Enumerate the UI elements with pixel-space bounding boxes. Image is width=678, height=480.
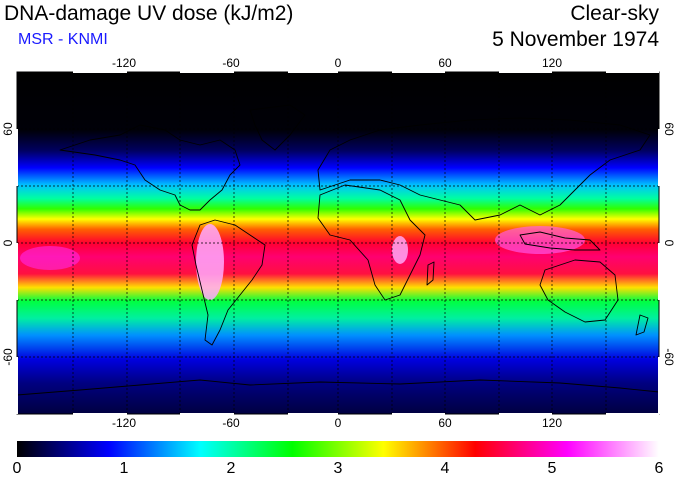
colorbar-tick-label: 6 [654,460,664,477]
latitude-label-left: 0 [1,239,15,246]
longitude-label-top: 120 [542,56,562,70]
longitude-label-top: 60 [438,56,452,70]
longitude-label-top: 0 [335,56,342,70]
eurasia-coast [317,117,651,221]
colorbar-tick-label: 2 [226,460,236,477]
colorbar-tick-label: 4 [440,460,450,477]
maritime-continent-high-dose-patch [495,226,585,254]
uv-dose-map: -120 -60 0 60 120 -120 -60 0 60 120 60 0 -60 60 0 -6… [1,56,676,430]
longitude-label-bottom: -120 [112,416,136,430]
colorbar-tick-label: 5 [547,460,557,477]
map-title: DNA-damage UV dose (kJ/m2) [4,2,294,25]
australia-coast [539,259,619,323]
antarctica-coast [17,379,659,396]
latitude-label-right: 60 [662,122,676,136]
longitude-label-bottom: 60 [438,416,452,430]
longitude-label-bottom: -60 [222,416,240,430]
greenland-coast [249,104,306,151]
coastlines [17,104,659,396]
latitude-label-right: 0 [662,240,676,247]
longitude-label-top: -120 [112,56,136,70]
date-label: 5 November 1974 [492,28,659,51]
longitude-label-bottom: 120 [542,416,562,430]
dose-highlights [20,224,585,300]
colorbar-tick-label: 0 [12,460,22,477]
right-latitude-labels: 60 0 -60 [662,122,676,366]
map-frame [15,70,661,416]
top-longitude-labels: -120 -60 0 60 120 [112,56,562,70]
latitude-label-left: 60 [1,122,15,136]
north-america-coast [59,124,241,211]
left-latitude-labels: 60 0 -60 [1,122,15,366]
source-label: MSR - KNMI [18,31,108,48]
sky-condition-label: Clear-sky [570,2,659,25]
bottom-longitude-labels: -120 -60 0 60 120 [112,416,562,430]
south-america-coast [191,219,266,346]
latitude-label-right: -60 [662,348,676,366]
colorbar [17,441,659,457]
andes-high-dose-patch [196,224,224,300]
new-zealand-coast [635,314,649,336]
pacific-high-dose-patch [20,246,80,270]
graticule [17,72,659,414]
madagascar-coast [426,261,435,286]
colorbar-tick-label: 3 [333,460,343,477]
longitude-label-bottom: 0 [335,416,342,430]
east-africa-high-dose-patch [392,236,408,264]
indonesia-coast [519,231,601,251]
colorbar-tick-label: 1 [119,460,129,477]
longitude-label-top: -60 [222,56,240,70]
africa-coast [317,184,426,301]
latitude-label-left: -60 [1,348,15,366]
